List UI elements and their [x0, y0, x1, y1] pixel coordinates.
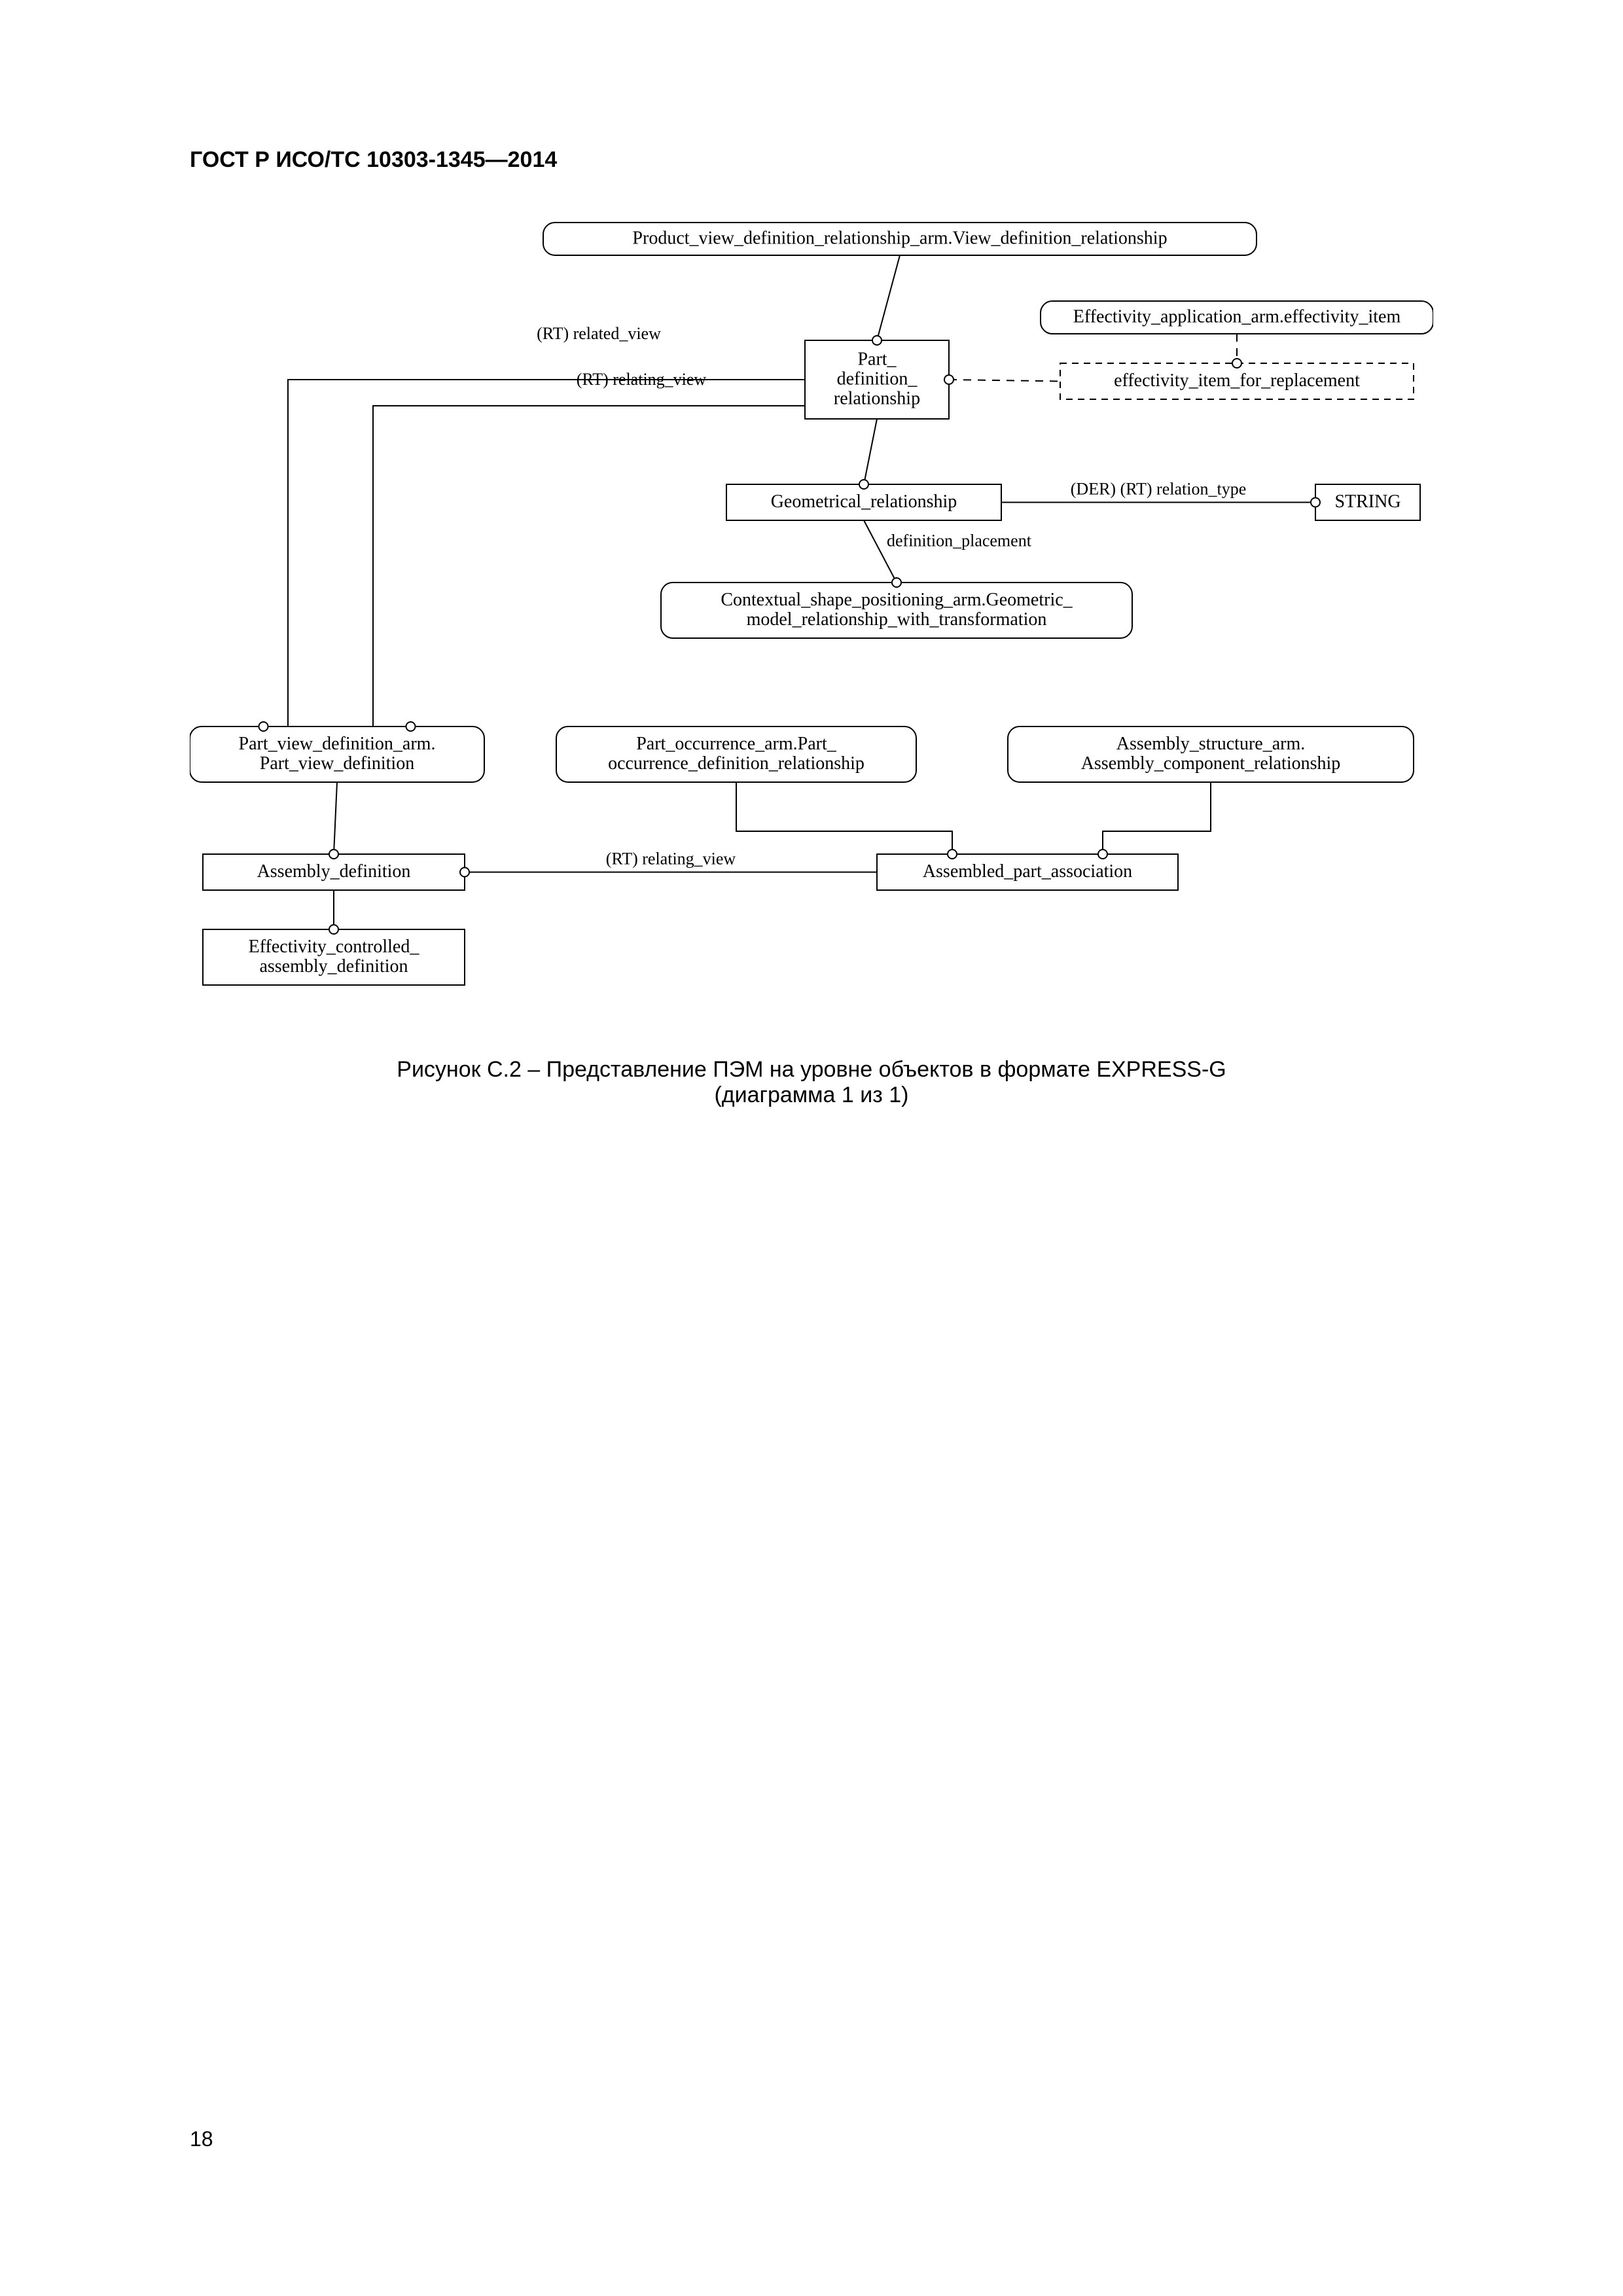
page-header: ГОСТ Р ИСО/ТС 10303-1345—2014	[190, 147, 557, 173]
svg-text:Part_view_definition_arm.: Part_view_definition_arm.	[239, 734, 436, 754]
svg-text:Product_view_definition_relati: Product_view_definition_relationship_arm…	[632, 228, 1167, 249]
svg-text:definition_: definition_	[837, 369, 918, 389]
svg-text:Contextual_shape_positioning_a: Contextual_shape_positioning_arm.Geometr…	[721, 590, 1073, 610]
svg-text:Assembly_component_relationshi: Assembly_component_relationship	[1081, 753, 1341, 774]
svg-text:Part_occurrence_arm.Part_: Part_occurrence_arm.Part_	[636, 734, 837, 754]
svg-text:(DER) (RT) relation_type: (DER) (RT) relation_type	[1071, 480, 1246, 499]
svg-text:relationship: relationship	[834, 389, 920, 409]
svg-text:assembly_definition: assembly_definition	[259, 956, 408, 977]
svg-text:Effectivity_controlled_: Effectivity_controlled_	[249, 937, 420, 957]
svg-text:Assembly_definition: Assembly_definition	[257, 861, 411, 882]
svg-text:Effectivity_application_arm.ef: Effectivity_application_arm.effectivity_…	[1073, 307, 1401, 327]
svg-text:Part_: Part_	[857, 350, 897, 370]
caption-line-2: (диаграмма 1 из 1)	[714, 1083, 908, 1107]
svg-text:definition_placement: definition_placement	[887, 531, 1032, 550]
svg-text:Geometrical_relationship: Geometrical_relationship	[771, 492, 957, 512]
page-number: 18	[190, 2127, 213, 2151]
svg-text:effectivity_item_for_replaceme: effectivity_item_for_replacement	[1114, 370, 1360, 391]
svg-text:model_relationship_with_transf: model_relationship_with_transformation	[747, 609, 1047, 630]
svg-text:occurrence_definition_relation: occurrence_definition_relationship	[608, 753, 865, 774]
svg-text:Part_view_definition: Part_view_definition	[260, 753, 414, 774]
svg-text:Assembly_structure_arm.: Assembly_structure_arm.	[1116, 734, 1306, 754]
svg-text:STRING: STRING	[1334, 492, 1400, 512]
svg-text:(RT) relating_view: (RT) relating_view	[606, 850, 736, 869]
expressg-diagram: Product_view_definition_relationship_arm…	[190, 209, 1433, 1034]
svg-text:Assembled_part_association: Assembled_part_association	[923, 861, 1132, 882]
figure-caption: Рисунок С.2 – Представление ПЭМ на уровн…	[0, 1057, 1623, 1108]
caption-line-1: Рисунок С.2 – Представление ПЭМ на уровн…	[397, 1057, 1226, 1082]
svg-text:(RT) relating_view: (RT) relating_view	[577, 370, 707, 389]
svg-text:(RT) related_view: (RT) related_view	[537, 324, 661, 343]
